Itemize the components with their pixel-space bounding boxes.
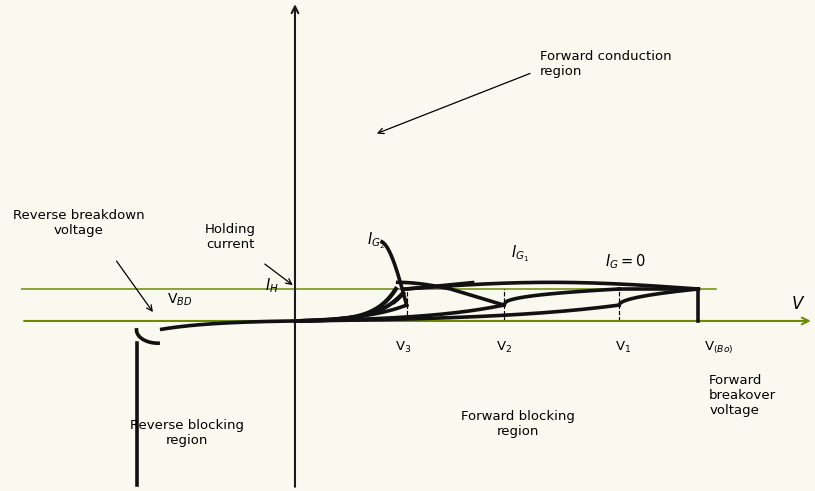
Text: $V$: $V$ bbox=[791, 295, 805, 313]
Text: $\mathit{I}_G = 0$: $\mathit{I}_G = 0$ bbox=[605, 253, 645, 272]
Text: $\mathregular{V}_2$: $\mathregular{V}_2$ bbox=[496, 340, 512, 355]
Text: $\mathit{I}_{G_1}$: $\mathit{I}_{G_1}$ bbox=[511, 243, 529, 264]
Text: $\mathregular{V}_3$: $\mathregular{V}_3$ bbox=[395, 340, 412, 355]
Text: Holding
current: Holding current bbox=[205, 223, 256, 251]
Text: $\mathit{I}_H$: $\mathit{I}_H$ bbox=[266, 276, 280, 295]
Text: $\mathregular{V}_1$: $\mathregular{V}_1$ bbox=[615, 340, 631, 355]
Text: $\mathregular{V}_{(Bo)}$: $\mathregular{V}_{(Bo)}$ bbox=[704, 340, 734, 356]
Text: Forward blocking
region: Forward blocking region bbox=[461, 409, 575, 437]
Text: Reverse breakdown
voltage: Reverse breakdown voltage bbox=[13, 209, 145, 237]
Text: Forward conduction
region: Forward conduction region bbox=[540, 50, 672, 78]
Text: Forward
breakover
voltage: Forward breakover voltage bbox=[709, 374, 777, 417]
Text: $\mathregular{V}_{BD}$: $\mathregular{V}_{BD}$ bbox=[167, 291, 192, 308]
Text: Reverse blocking
region: Reverse blocking region bbox=[130, 419, 244, 447]
Text: $\mathit{I}_{G_2}$: $\mathit{I}_{G_2}$ bbox=[367, 230, 385, 251]
